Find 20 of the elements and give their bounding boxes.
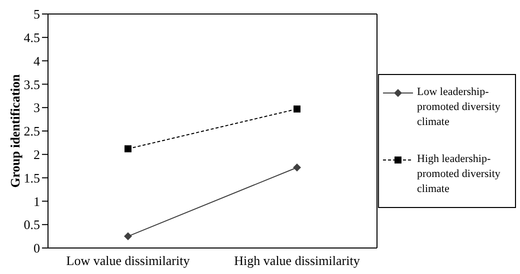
y-tick-label: 0 <box>34 240 40 256</box>
x-tick-label: Low value dissimilarity <box>66 253 190 268</box>
y-tick-label: 5 <box>34 6 40 22</box>
y-tick-label: 4 <box>34 53 40 68</box>
legend-label: Low leadership-promoted diversity climate <box>417 85 502 130</box>
point <box>124 145 132 152</box>
x-tick-label: High value dissimilarity <box>234 253 360 268</box>
point <box>294 106 300 113</box>
y-tick-label: 0.5 <box>24 217 40 232</box>
y-tick-label: 4.5 <box>24 30 40 46</box>
y-tick-label: 2.5 <box>24 124 40 139</box>
y-tick-label: 3 <box>34 100 40 116</box>
legend-label: High leadership-promoted diversity climate <box>417 152 502 197</box>
y-axis-title: Group identification <box>8 73 23 188</box>
y-tick-label: 1.5 <box>24 170 40 186</box>
point <box>293 164 301 172</box>
y-tick-label: 1 <box>34 194 40 209</box>
point <box>124 232 132 240</box>
y-tick-label: 3.5 <box>24 76 40 92</box>
y-tick-label: 2 <box>34 147 40 162</box>
